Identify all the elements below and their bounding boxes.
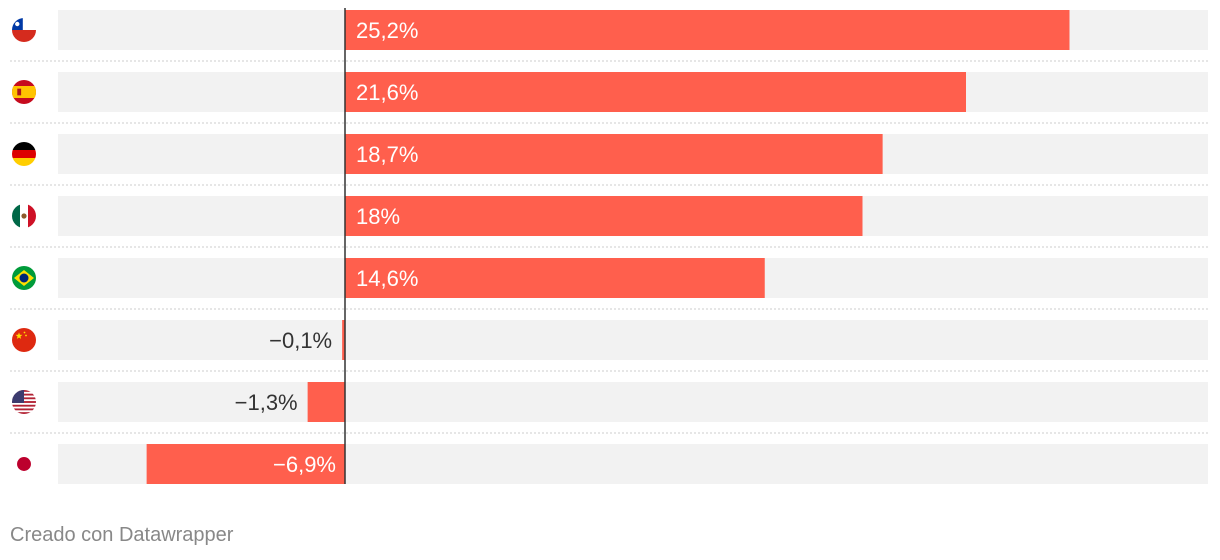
value-label: 18%	[356, 204, 400, 229]
bar-row: −6,9%	[12, 444, 1208, 484]
spain-flag-icon	[12, 80, 36, 104]
value-label: −0,1%	[269, 328, 332, 353]
value-label: −1,3%	[235, 390, 298, 415]
bar[interactable]	[342, 320, 345, 360]
value-label: 25,2%	[356, 18, 418, 43]
bar-track	[58, 382, 1208, 422]
value-label: 14,6%	[356, 266, 418, 291]
usa-flag-icon	[12, 390, 36, 414]
bar[interactable]	[345, 72, 966, 112]
bar-row: 25,2%	[10, 10, 1208, 62]
china-flag-icon	[12, 328, 36, 352]
bar-row: 18,7%	[10, 134, 1208, 186]
bar[interactable]	[307, 382, 345, 422]
value-label: 18,7%	[356, 142, 418, 167]
bar[interactable]	[146, 444, 345, 484]
bar-row: −0,1%	[10, 320, 1208, 372]
value-label: 21,6%	[356, 80, 418, 105]
bar-chart: 25,2% 21,6% 18,7% 18% 14,6% −0,1% −1,3% −6,9%	[10, 8, 1208, 484]
bar[interactable]	[345, 196, 863, 236]
mexico-flag-icon	[12, 204, 36, 228]
chile-flag-icon	[12, 18, 36, 42]
credit-text[interactable]: Creado con Datawrapper	[10, 524, 234, 546]
bar-row: 14,6%	[10, 258, 1208, 310]
bar-row: −1,3%	[10, 382, 1208, 434]
brazil-flag-icon	[12, 266, 36, 290]
bar[interactable]	[345, 258, 765, 298]
bar-row: 21,6%	[10, 72, 1208, 124]
japan-flag-icon	[12, 452, 36, 476]
value-label: −6,9%	[273, 452, 336, 477]
germany-flag-icon	[12, 142, 36, 166]
bar[interactable]	[345, 10, 1070, 50]
bar-track	[58, 320, 1208, 360]
bar-row: 18%	[10, 196, 1208, 248]
bar[interactable]	[345, 134, 883, 174]
